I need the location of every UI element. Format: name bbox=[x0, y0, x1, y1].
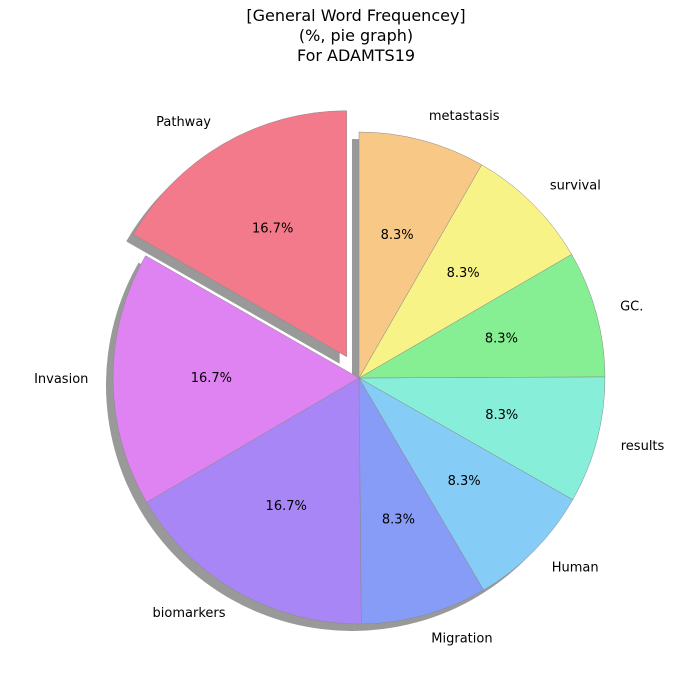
slice-invasion bbox=[112, 255, 360, 503]
pie-labels: Pathway 16.7% Invasion 16.7% biomarkers 16.7%… bbox=[34, 109, 664, 646]
chart-title-line-2: (%, pie graph) bbox=[298, 26, 414, 45]
slice-biomarkers bbox=[146, 377, 362, 625]
slice-migration bbox=[358, 377, 485, 625]
chart-title-line-3: For ADAMTS19 bbox=[296, 46, 416, 65]
slice-label-invasion: Invasion bbox=[34, 372, 88, 387]
slice-pathway bbox=[132, 110, 347, 358]
slice-label-survival: survival bbox=[550, 179, 601, 194]
slice-percent-results: 8.3% bbox=[485, 408, 518, 423]
slice-percent-pathway: 16.7% bbox=[252, 222, 293, 237]
chart-title-line-1: [General Word Frequencey] bbox=[246, 6, 466, 25]
slice-label-pathway: Pathway bbox=[156, 115, 211, 130]
slice-percent-gc: 8.3% bbox=[485, 332, 518, 347]
slice-label-biomarkers: biomarkers bbox=[153, 606, 226, 621]
slice-percent-metastasis: 8.3% bbox=[381, 228, 414, 243]
slice-label-migration: Migration bbox=[431, 631, 492, 646]
pie-wedges bbox=[112, 110, 606, 625]
slice-percent-biomarkers: 16.7% bbox=[266, 499, 307, 514]
slice-percent-invasion: 16.7% bbox=[191, 371, 232, 386]
slice-label-gc: GC. bbox=[620, 299, 643, 314]
slice-results bbox=[358, 376, 606, 500]
slice-metastasis bbox=[358, 131, 483, 379]
slice-label-metastasis: metastasis bbox=[429, 109, 500, 124]
slice-gc bbox=[358, 253, 606, 379]
slice-survival bbox=[358, 164, 572, 379]
slice-label-results: results bbox=[621, 439, 665, 454]
slice-percent-survival: 8.3% bbox=[447, 266, 480, 281]
slice-percent-human: 8.3% bbox=[448, 474, 481, 489]
slice-percent-migration: 8.3% bbox=[382, 513, 415, 528]
slice-human bbox=[358, 377, 574, 591]
slice-label-human: Human bbox=[552, 560, 599, 575]
chart-title: [General Word Frequencey] (%, pie graph)… bbox=[0, 6, 700, 66]
